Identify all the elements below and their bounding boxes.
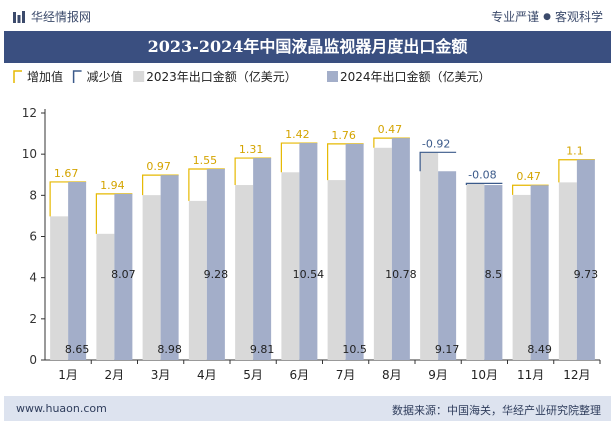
- value-label-2024: 10.54: [293, 268, 325, 281]
- change-value-label: 1.1: [566, 145, 584, 158]
- change-value-label: 0.97: [146, 160, 171, 173]
- y-tick-label: 4: [29, 271, 37, 285]
- tagline-science: 客观科学: [554, 10, 603, 24]
- chart-title: 2023-2024年中国液晶监视器月度出口金额: [4, 31, 611, 63]
- bar-2023: [50, 216, 69, 360]
- bar-2023: [327, 180, 346, 360]
- value-label-2024: 9.73: [574, 268, 599, 281]
- value-label-2024: 8.5: [485, 268, 503, 281]
- x-tick-label: 10月: [471, 368, 498, 382]
- bar2023-legend-swatch: [133, 71, 145, 82]
- value-label-2024: 9.28: [204, 268, 229, 281]
- y-tick-label: 2: [29, 312, 37, 326]
- bar-2023: [281, 172, 300, 360]
- separator-dot-icon: ●: [543, 11, 551, 22]
- change-value-label: 1.42: [285, 128, 310, 141]
- x-tick-label: 1月: [58, 368, 78, 382]
- bar2024-legend-swatch: [327, 71, 338, 82]
- value-label-2024: 10.78: [385, 268, 417, 281]
- legend-label: 2023年出口金额（亿美元）: [146, 69, 297, 84]
- tagline: 专业严谨 ● 客观科学: [491, 8, 603, 25]
- brand[interactable]: 华经情报网: [12, 8, 91, 25]
- x-tick-label: 5月: [243, 368, 263, 382]
- decrease-legend-swatch: [72, 70, 82, 83]
- change-value-label: 1.67: [54, 167, 79, 180]
- decrease-marker: [465, 182, 503, 186]
- bar-2024: [530, 185, 549, 360]
- x-tick-label: 6月: [290, 368, 310, 382]
- bar-2024: [114, 193, 133, 360]
- change-value-label: 0.47: [378, 123, 403, 136]
- bar-2023: [96, 233, 115, 360]
- decrease-marker: [419, 151, 457, 172]
- value-label-2024: 10.5: [342, 343, 367, 356]
- x-tick-label: 9月: [428, 368, 448, 382]
- value-label-2024: 9.81: [250, 343, 275, 356]
- bar-2024: [576, 159, 595, 360]
- legend-label: 2024年出口金额（亿美元）: [340, 69, 491, 84]
- footer-source: 数据来源：中国海关，华经产业研究院整理: [392, 404, 601, 417]
- y-tick-label: 6: [29, 230, 37, 244]
- bar-2023: [142, 195, 161, 360]
- value-label-2024: 8.49: [527, 343, 552, 356]
- footer: www.huaon.com 数据来源：中国海关，华经产业研究院整理: [4, 396, 611, 421]
- change-value-label: 1.76: [331, 129, 356, 142]
- legend-label: 增加值: [27, 69, 63, 84]
- bar-2023: [420, 152, 439, 360]
- change-value-label: -0.08: [468, 168, 496, 181]
- bar-2024: [484, 185, 503, 360]
- bar-2024: [345, 143, 364, 360]
- x-tick-label: 4月: [197, 368, 217, 382]
- brand-logo-icon: [13, 10, 25, 23]
- top-bar: 华经情报网 专业严谨 ● 客观科学: [0, 0, 615, 30]
- footer-url[interactable]: www.huaon.com: [16, 402, 107, 415]
- bar-2024: [391, 138, 410, 360]
- bar-2024: [253, 158, 272, 360]
- change-value-label: 0.47: [516, 170, 541, 183]
- bar-2024: [438, 171, 457, 360]
- bar-2024: [160, 175, 179, 360]
- change-value-label: -0.92: [422, 137, 450, 150]
- tagline-quality: 专业严谨: [491, 10, 540, 24]
- increase-legend-swatch: [13, 70, 22, 83]
- value-label-2024: 9.17: [435, 343, 460, 356]
- y-tick-label: 10: [22, 147, 37, 161]
- increase-marker: [512, 184, 549, 195]
- bar-2024: [68, 181, 87, 360]
- x-tick-label: 2月: [105, 368, 125, 382]
- y-tick-label: 12: [22, 106, 37, 120]
- value-label-2024: 8.65: [65, 343, 90, 356]
- x-tick-label: 11月: [517, 368, 544, 382]
- bar-chart: 0 2 4 6 8 10 12 1.67 8.65 1月 1.94 8.07 2月 0.97 8.98 3月 1…: [13, 69, 601, 382]
- change-value-label: 1.55: [193, 154, 218, 167]
- x-tick-label: 12月: [563, 368, 590, 382]
- bar-2023: [558, 182, 577, 360]
- x-tick-label: 8月: [382, 368, 402, 382]
- bar-2024: [206, 168, 225, 360]
- y-tick-label: 8: [29, 188, 37, 202]
- bar-2023: [466, 183, 485, 360]
- y-tick-label: 0: [29, 353, 37, 367]
- bar-2024: [299, 143, 318, 360]
- bar-2023: [373, 147, 392, 360]
- brand-name: 华经情报网: [31, 10, 92, 24]
- increase-marker: [49, 181, 87, 217]
- bar-2023: [235, 185, 254, 360]
- change-value-label: 1.94: [100, 179, 125, 192]
- value-label-2024: 8.07: [111, 268, 136, 281]
- legend-label: 减少值: [87, 69, 123, 84]
- x-tick-label: 7月: [336, 368, 356, 382]
- x-tick-label: 3月: [151, 368, 171, 382]
- bar-2023: [188, 200, 207, 360]
- change-value-label: 1.31: [239, 143, 264, 156]
- bar-2023: [512, 194, 531, 360]
- value-label-2024: 8.98: [157, 343, 182, 356]
